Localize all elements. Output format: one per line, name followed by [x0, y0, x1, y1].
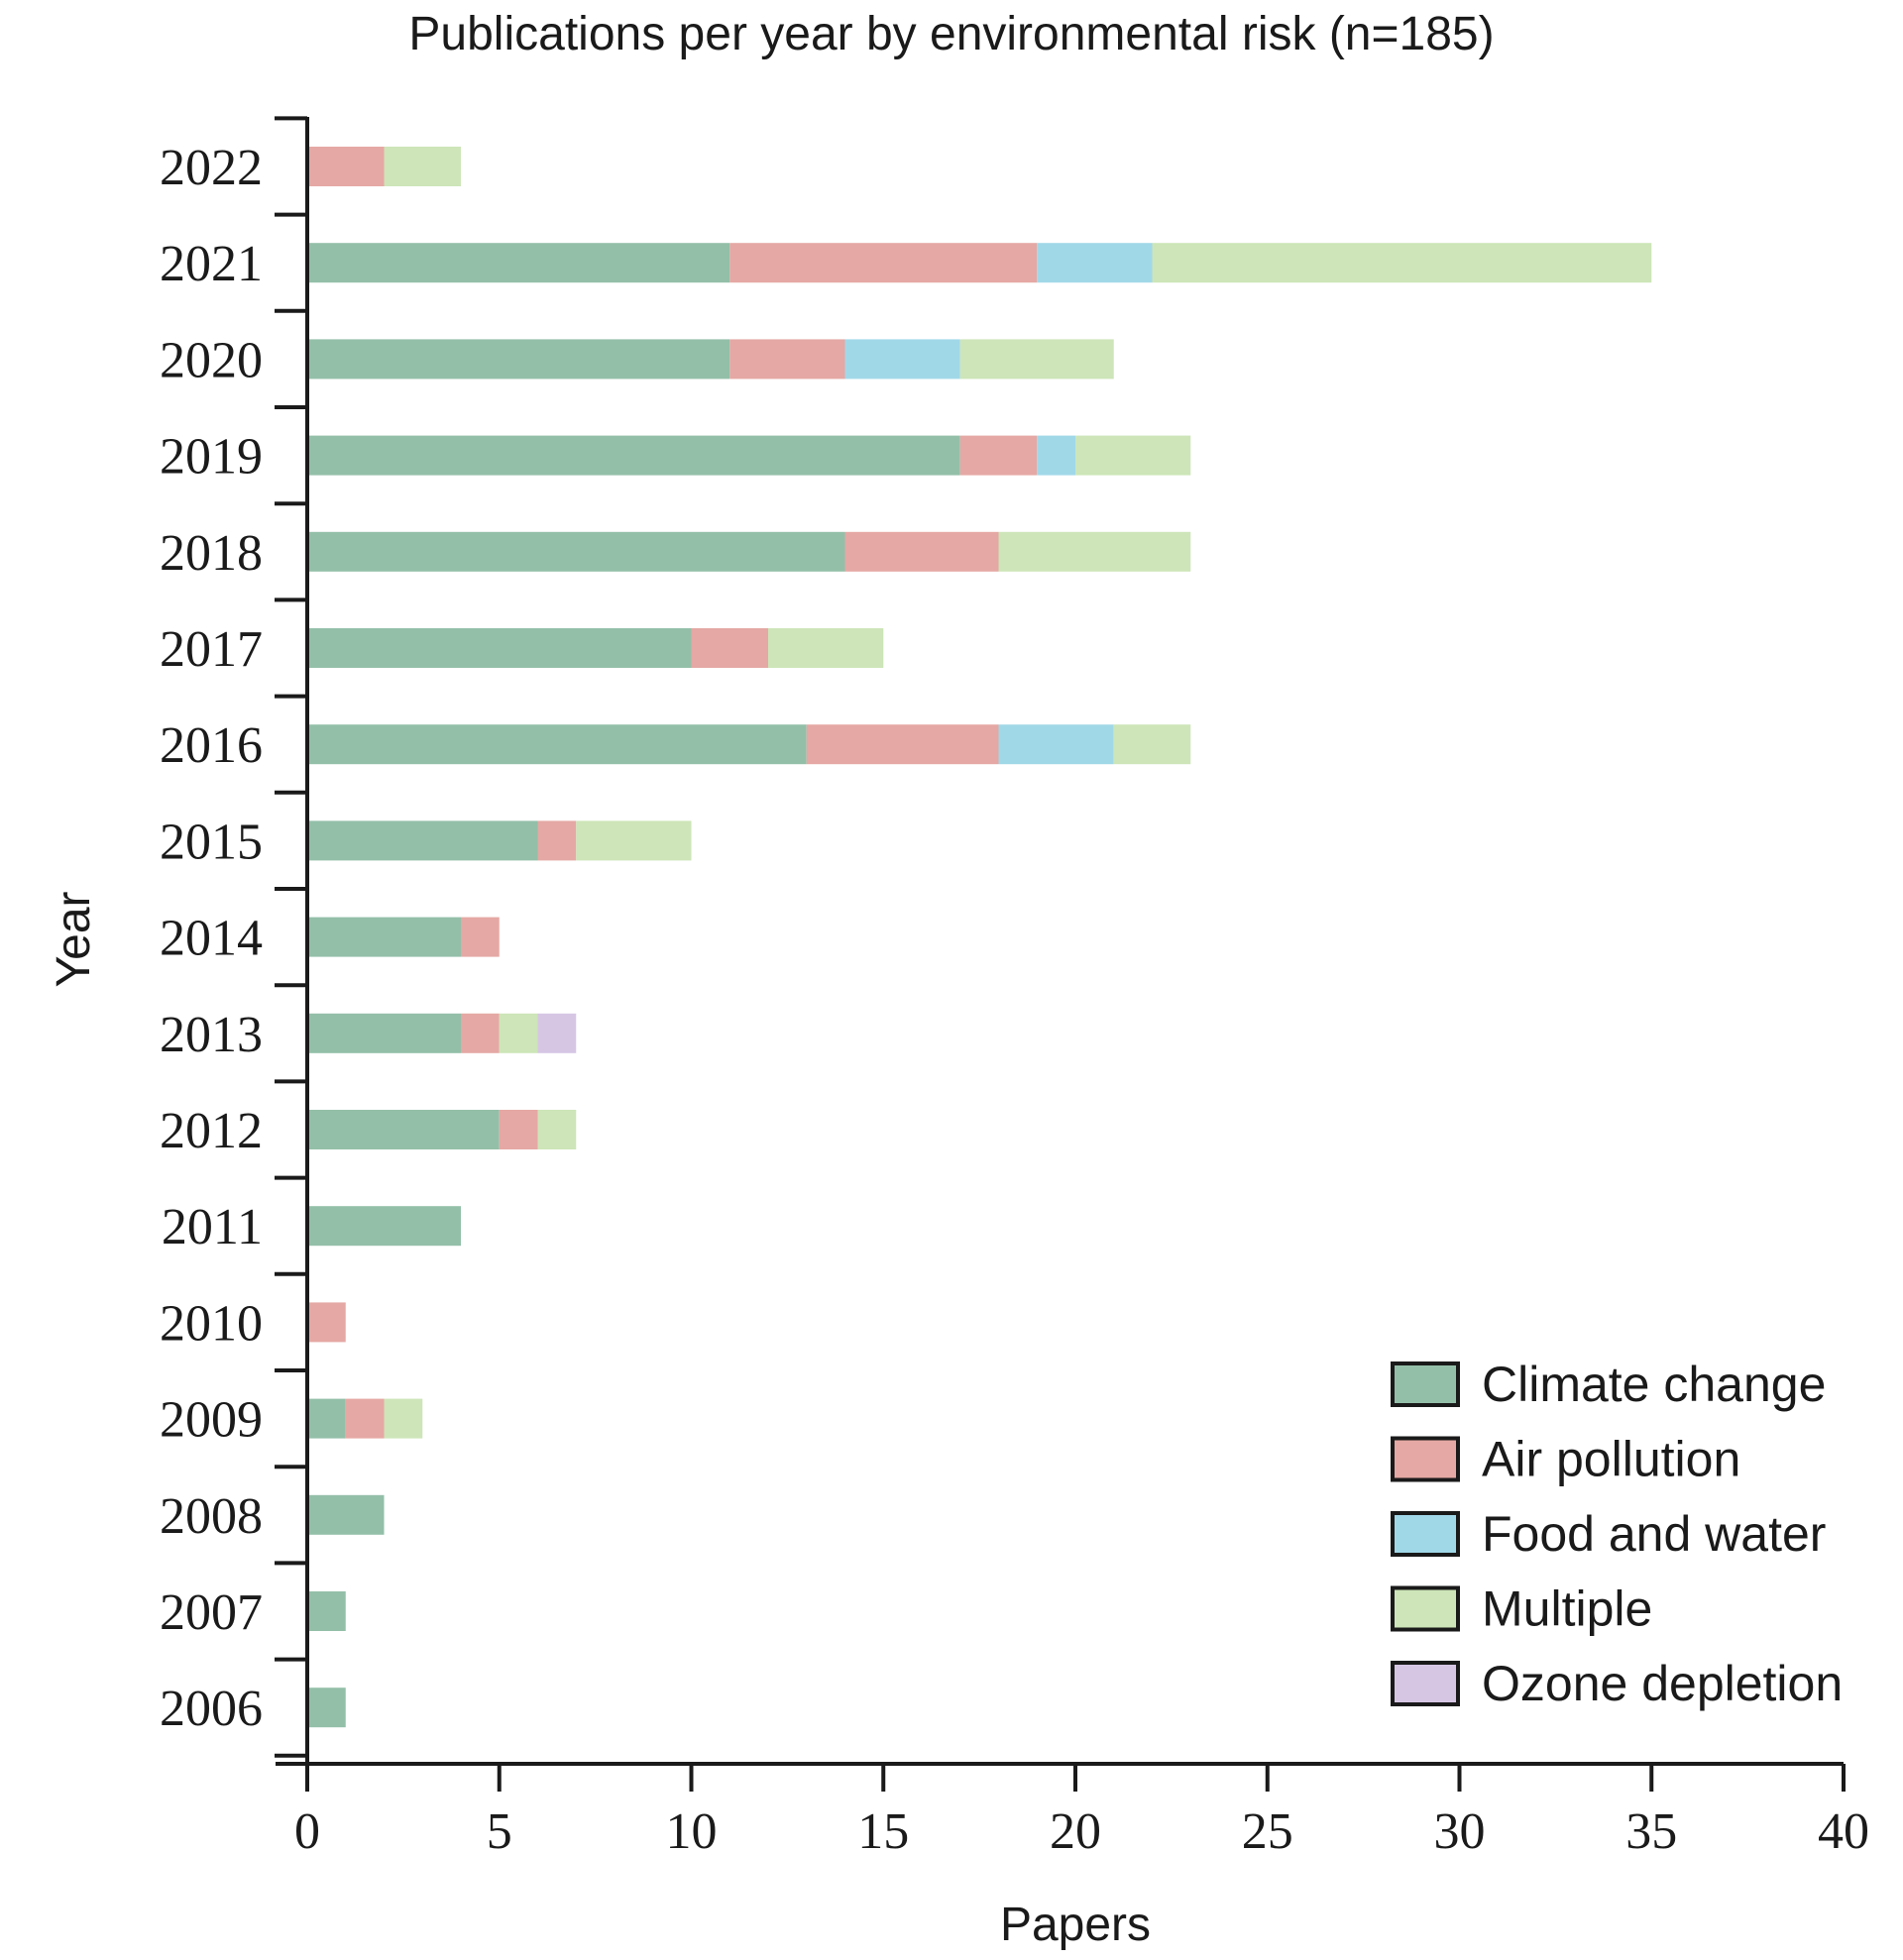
bar-segment-2016-air-pollution: [806, 724, 999, 765]
bar-segment-2012-climate-change: [307, 1110, 500, 1149]
bar-segment-2008-climate-change: [307, 1494, 385, 1535]
bar-segment-2016-climate-change: [307, 724, 807, 765]
bar-segment-2007-climate-change: [307, 1591, 346, 1631]
y-axis-label: Year: [48, 891, 100, 987]
bar-segment-2020-air-pollution: [729, 339, 845, 380]
bar-segment-2017-multiple: [768, 628, 884, 668]
bar-segment-2015-air-pollution: [537, 820, 577, 861]
y-tick-label-2010: 2010: [160, 1295, 263, 1352]
y-axis: 2022 2021 2020 2019 2018 2017 2016 2015 2014 2013…: [160, 116, 309, 1764]
x-tick-label-20: 20: [1050, 1803, 1101, 1860]
x-tick-label-0: 0: [294, 1803, 320, 1860]
bar-segment-2022-multiple: [384, 147, 461, 186]
bar-segment-2016-food-and-water: [998, 724, 1114, 765]
bar-segment-2019-food-and-water: [1037, 435, 1075, 476]
x-tick-label-40: 40: [1818, 1803, 1869, 1860]
bar-segment-2010-air-pollution: [307, 1302, 346, 1343]
bar-segment-2018-multiple: [998, 531, 1191, 572]
bar-segment-2009-climate-change: [307, 1398, 346, 1439]
y-tick-label-2021: 2021: [160, 236, 263, 292]
bar-segment-2015-multiple: [576, 820, 692, 861]
legend-swatch-multiple: [1391, 1585, 1460, 1632]
bar-segment-2021-climate-change: [307, 243, 730, 283]
legend-swatch-climate-change: [1391, 1361, 1460, 1407]
bar-segment-2018-air-pollution: [844, 531, 999, 572]
legend-swatch-food-and-water: [1391, 1511, 1460, 1557]
legend: Climate change Air pollution Food and wate…: [1391, 1357, 1843, 1711]
legend-label-climate-change: Climate change: [1482, 1357, 1826, 1412]
bar-segment-2013-multiple: [499, 1013, 538, 1053]
bar-segment-2015-climate-change: [307, 820, 538, 861]
bar-segment-2009-air-pollution: [345, 1398, 385, 1439]
bar-segment-2020-multiple: [959, 339, 1114, 380]
x-tick-label-15: 15: [857, 1803, 909, 1860]
bar-segment-2013-climate-change: [307, 1013, 461, 1053]
x-tick-label-30: 30: [1434, 1803, 1486, 1860]
legend-label-ozone-depletion: Ozone depletion: [1482, 1656, 1843, 1711]
bar-segment-2009-multiple: [384, 1398, 423, 1439]
bar-segment-2021-air-pollution: [729, 243, 1038, 283]
chart-title: Publications per year by environmental r…: [408, 8, 1494, 60]
legend-swatch-air-pollution: [1391, 1436, 1460, 1482]
y-tick-label-2017: 2017: [160, 621, 263, 678]
y-tick-label-2018: 2018: [160, 525, 263, 582]
y-tick-label-2007: 2007: [160, 1584, 263, 1641]
y-tick-label-2008: 2008: [160, 1488, 263, 1545]
legend-swatch-ozone-depletion: [1391, 1661, 1460, 1706]
legend-label-food-and-water: Food and water: [1482, 1506, 1826, 1562]
bar-segment-2020-food-and-water: [844, 339, 960, 380]
bar-segment-2019-multiple: [1075, 435, 1191, 476]
bar-segment-2022-air-pollution: [307, 147, 385, 186]
x-tick-label-5: 5: [487, 1803, 512, 1860]
x-tick-label-10: 10: [666, 1803, 718, 1860]
x-tick-label-35: 35: [1625, 1803, 1677, 1860]
bar-segment-2014-climate-change: [307, 917, 461, 957]
legend-label-multiple: Multiple: [1482, 1581, 1652, 1637]
bar-segment-2021-multiple: [1152, 243, 1652, 283]
bar-segment-2020-climate-change: [307, 339, 730, 380]
bar-segment-2016-multiple: [1113, 724, 1191, 765]
bar-segment-2012-multiple: [537, 1110, 577, 1149]
x-tick-label-25: 25: [1242, 1803, 1293, 1860]
bar-segment-2017-climate-change: [307, 628, 692, 668]
bar-segment-2018-climate-change: [307, 531, 845, 572]
bar-segment-2013-ozone-depletion: [537, 1013, 577, 1053]
bar-segment-2017-air-pollution: [691, 628, 768, 668]
bar-segment-2019-climate-change: [307, 435, 960, 476]
y-tick-label-2022: 2022: [160, 140, 263, 196]
y-tick-label-2006: 2006: [160, 1681, 263, 1737]
y-tick-label-2016: 2016: [160, 717, 263, 774]
bar-segment-2006-climate-change: [307, 1688, 346, 1728]
y-tick-label-2011: 2011: [162, 1199, 263, 1255]
legend-label-air-pollution: Air pollution: [1482, 1432, 1740, 1487]
y-tick-label-2009: 2009: [160, 1392, 263, 1449]
bars-group: [307, 147, 1652, 1728]
y-tick-label-2013: 2013: [160, 1007, 263, 1063]
bar-segment-2012-air-pollution: [499, 1110, 538, 1149]
x-axis: 0 5 10 15 20 25 30 35 40: [276, 1762, 1869, 1860]
y-tick-label-2020: 2020: [160, 332, 263, 388]
x-axis-label: Papers: [1000, 1899, 1151, 1951]
bar-segment-2021-food-and-water: [1037, 243, 1153, 283]
y-tick-label-2015: 2015: [160, 814, 263, 870]
bar-segment-2011-climate-change: [307, 1206, 461, 1247]
y-tick-label-2014: 2014: [160, 911, 263, 967]
bar-segment-2019-air-pollution: [959, 435, 1038, 476]
y-tick-label-2012: 2012: [160, 1103, 263, 1159]
bar-segment-2014-air-pollution: [461, 917, 500, 957]
y-tick-label-2019: 2019: [160, 429, 263, 486]
bar-segment-2013-air-pollution: [461, 1013, 500, 1053]
